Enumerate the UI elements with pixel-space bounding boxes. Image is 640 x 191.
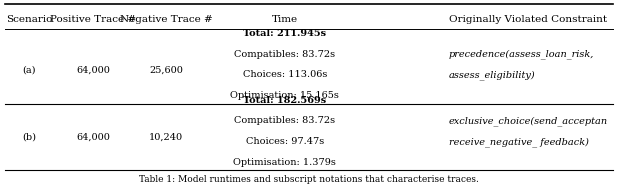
Text: Originally Violated Constraint: Originally Violated Constraint [449, 15, 607, 23]
Text: receive_negative_ feedback): receive_negative_ feedback) [449, 137, 589, 146]
Text: precedence(assess_loan_risk,: precedence(assess_loan_risk, [449, 49, 595, 59]
Text: Scenario: Scenario [6, 15, 52, 23]
Text: 25,600: 25,600 [149, 66, 183, 75]
Text: Choices: 97.47s: Choices: 97.47s [246, 137, 324, 146]
Text: Optimisation: 1.379s: Optimisation: 1.379s [234, 158, 336, 167]
Text: Positive Trace #: Positive Trace # [50, 15, 136, 23]
Text: (a): (a) [22, 66, 36, 75]
Text: Optimisation: 15.165s: Optimisation: 15.165s [230, 91, 339, 100]
Text: Negative Trace #: Negative Trace # [120, 15, 212, 23]
Text: exclusive_choice(send_acceptan: exclusive_choice(send_acceptan [449, 116, 608, 126]
Text: (b): (b) [22, 132, 36, 141]
Text: 64,000: 64,000 [76, 66, 110, 75]
Text: 64,000: 64,000 [76, 132, 110, 141]
Text: Compatibles: 83.72s: Compatibles: 83.72s [234, 116, 335, 125]
Text: Choices: 113.06s: Choices: 113.06s [243, 70, 327, 79]
Text: Table 1: Model runtimes and subscript notations that characterise traces.: Table 1: Model runtimes and subscript no… [139, 175, 479, 184]
Text: Compatibles: 83.72s: Compatibles: 83.72s [234, 50, 335, 59]
Text: 10,240: 10,240 [149, 132, 183, 141]
Text: assess_eligibility): assess_eligibility) [449, 70, 536, 80]
Text: Total: 211.945s: Total: 211.945s [243, 29, 326, 38]
Text: Total: 182.569s: Total: 182.569s [243, 96, 326, 105]
Text: Time: Time [271, 15, 298, 23]
